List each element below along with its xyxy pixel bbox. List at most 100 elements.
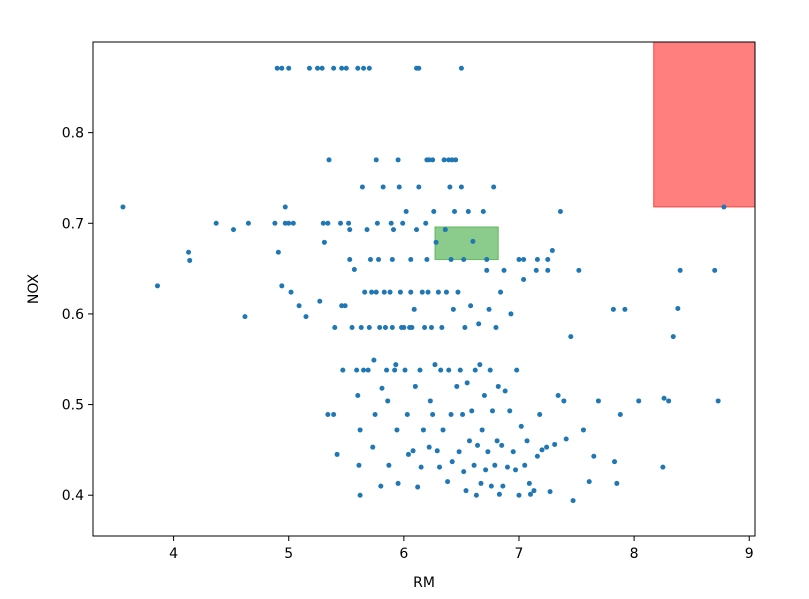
data-point xyxy=(580,427,586,433)
data-point xyxy=(347,227,353,233)
data-point xyxy=(712,267,718,273)
data-point xyxy=(450,306,456,312)
data-point xyxy=(557,209,563,215)
data-point xyxy=(526,480,532,486)
data-point xyxy=(531,488,537,494)
data-point xyxy=(346,220,352,226)
data-point xyxy=(479,427,485,433)
data-point xyxy=(279,65,285,71)
data-point xyxy=(282,204,288,210)
data-point xyxy=(418,464,424,470)
data-point xyxy=(381,289,387,295)
data-point xyxy=(494,438,500,444)
data-point xyxy=(478,480,484,486)
data-point xyxy=(430,412,436,418)
data-point xyxy=(365,367,371,373)
data-point xyxy=(325,220,331,226)
data-point xyxy=(290,220,296,226)
data-point xyxy=(332,325,338,331)
data-point xyxy=(355,393,361,399)
data-point xyxy=(453,157,459,163)
data-point xyxy=(516,492,522,498)
data-point xyxy=(334,451,340,457)
data-point xyxy=(610,306,616,312)
data-point xyxy=(446,157,452,163)
data-point xyxy=(358,325,364,331)
data-point xyxy=(275,249,281,255)
data-point xyxy=(392,367,398,373)
y-tick-label: 0.7 xyxy=(62,216,84,232)
data-point xyxy=(408,257,414,263)
data-point xyxy=(545,257,551,263)
data-point xyxy=(484,267,490,273)
data-point xyxy=(435,289,441,295)
highlight-region-2 xyxy=(434,226,499,261)
data-point xyxy=(230,227,236,233)
data-point xyxy=(279,283,285,289)
data-point xyxy=(213,220,219,226)
data-point xyxy=(355,65,361,71)
data-point xyxy=(595,398,601,404)
data-point xyxy=(499,442,505,448)
data-point xyxy=(420,427,426,433)
data-point xyxy=(432,362,438,368)
x-tick-label: 4 xyxy=(169,546,178,562)
data-point xyxy=(296,303,302,309)
data-point xyxy=(320,220,326,226)
data-point xyxy=(442,227,448,233)
data-point xyxy=(404,412,410,418)
data-point xyxy=(555,393,561,399)
data-point xyxy=(715,398,721,404)
data-point xyxy=(527,491,533,497)
data-point xyxy=(415,484,421,490)
data-point xyxy=(445,479,451,485)
data-point xyxy=(386,462,392,468)
data-point xyxy=(417,367,423,373)
data-point xyxy=(427,398,433,404)
data-point xyxy=(547,489,553,495)
data-point xyxy=(522,462,528,468)
data-point xyxy=(423,220,429,226)
data-point xyxy=(422,325,428,331)
y-tick-label: 0.6 xyxy=(62,307,84,323)
data-point xyxy=(617,412,623,418)
data-point xyxy=(501,267,507,273)
data-point xyxy=(362,289,368,295)
data-point xyxy=(518,423,524,429)
data-point xyxy=(394,427,400,433)
data-point xyxy=(351,267,357,273)
data-point xyxy=(186,249,192,255)
data-point xyxy=(448,412,454,418)
data-point xyxy=(367,257,373,263)
data-point xyxy=(242,314,248,320)
data-point xyxy=(491,184,497,190)
data-point xyxy=(496,491,502,497)
x-tick-label: 5 xyxy=(284,546,293,562)
data-point xyxy=(317,298,323,304)
data-point xyxy=(473,492,479,498)
data-point xyxy=(382,325,388,331)
data-point xyxy=(388,220,394,226)
data-point xyxy=(339,65,345,71)
data-point xyxy=(586,479,592,485)
data-point xyxy=(366,325,372,331)
data-point xyxy=(319,65,325,71)
data-point xyxy=(379,385,385,391)
y-axis-ticks: 0.4 0.5 0.6 0.7 0.8 xyxy=(62,126,93,504)
data-point xyxy=(568,334,574,340)
data-point xyxy=(516,257,522,263)
data-point xyxy=(492,462,498,468)
data-point xyxy=(403,209,409,215)
data-point xyxy=(458,65,464,71)
data-point xyxy=(521,257,527,263)
data-point xyxy=(410,448,416,454)
data-point xyxy=(524,438,530,444)
data-point xyxy=(347,257,353,263)
data-point xyxy=(331,65,337,71)
data-point xyxy=(475,442,481,448)
highlight-regions xyxy=(434,41,756,261)
data-point xyxy=(372,412,378,418)
data-point xyxy=(462,325,468,331)
data-point xyxy=(721,204,727,210)
